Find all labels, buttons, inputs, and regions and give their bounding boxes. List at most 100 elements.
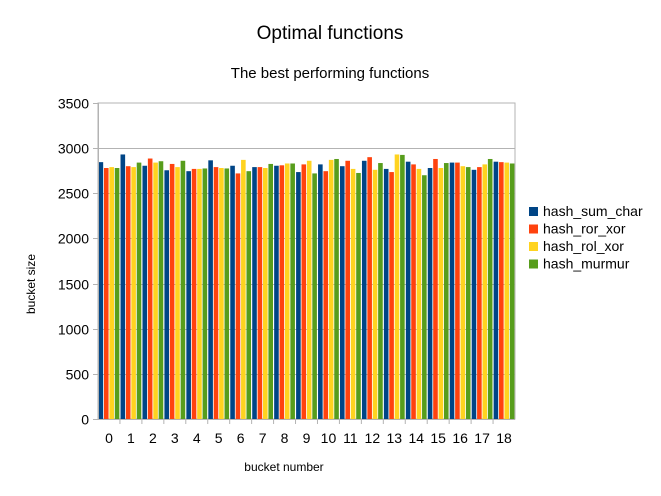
bar-hash_murmur-6 — [246, 171, 252, 419]
bar-hash_sum_char-9 — [296, 172, 301, 419]
chart-subtitle: The best performing functions — [231, 65, 429, 82]
bar-hash_rol_xor-5 — [219, 168, 224, 419]
bar-hash_rol_xor-0 — [109, 167, 114, 419]
x-tick-label: 8 — [281, 430, 289, 446]
x-tick-label: 18 — [496, 430, 512, 446]
bar-hash_sum_char-7 — [252, 167, 257, 419]
x-tick-label: 3 — [171, 430, 179, 446]
y-tick-label: 3500 — [58, 96, 89, 112]
bar-hash_murmur-3 — [180, 160, 186, 419]
x-tick-label: 15 — [430, 430, 446, 446]
legend-swatch-hash_ror_xor — [529, 224, 538, 234]
x-tick-label: 17 — [474, 430, 490, 446]
y-tick-label: 0 — [81, 412, 89, 428]
bar-hash_sum_char-4 — [186, 171, 191, 419]
y-axis-label: bucket size — [24, 254, 38, 314]
bar-hash_ror_xor-9 — [301, 164, 307, 419]
bar-hash_ror_xor-11 — [345, 160, 350, 419]
bar-hash_ror_xor-15 — [433, 158, 438, 420]
bar-hash_ror_xor-6 — [235, 173, 241, 419]
x-tick-label: 7 — [259, 430, 267, 446]
bar-hash_rol_xor-11 — [350, 168, 356, 419]
y-tick-label: 1500 — [58, 277, 89, 293]
bar-hash_sum_char-0 — [98, 162, 104, 419]
bar-hash_murmur-5 — [224, 168, 230, 419]
bar-hash_ror_xor-18 — [499, 162, 504, 419]
bar-hash_sum_char-1 — [120, 154, 126, 419]
x-tick-label: 1 — [127, 430, 135, 446]
bar-hash_murmur-10 — [334, 158, 339, 420]
bar-hash_murmur-16 — [465, 167, 471, 419]
bar-hash_ror_xor-4 — [191, 168, 197, 419]
y-tick-label: 2000 — [58, 231, 89, 247]
bar-hash_rol_xor-14 — [416, 168, 422, 419]
bar-hash_murmur-2 — [158, 161, 164, 420]
bar-hash_murmur-9 — [312, 173, 317, 419]
legend-label-hash_ror_xor: hash_ror_xor — [543, 221, 626, 237]
bar-hash_rol_xor-12 — [372, 169, 378, 419]
bar-hash_murmur-11 — [356, 172, 361, 419]
x-tick-label: 16 — [452, 430, 468, 446]
bar-hash_ror_xor-10 — [323, 171, 329, 419]
bar-hash_rol_xor-16 — [460, 166, 466, 419]
bar-hash_ror_xor-3 — [169, 163, 175, 419]
bar-hash_ror_xor-17 — [477, 167, 482, 419]
bar-hash_sum_char-2 — [142, 165, 148, 419]
chart-title: Optimal functions — [257, 23, 404, 44]
bar-hash_murmur-1 — [136, 162, 142, 419]
bar-hash_murmur-4 — [202, 168, 208, 419]
bar-hash_sum_char-3 — [164, 170, 170, 419]
bar-hash_ror_xor-14 — [411, 164, 416, 419]
bar-hash_ror_xor-0 — [103, 168, 109, 419]
bar-hash_sum_char-17 — [471, 169, 477, 419]
bar-hash_rol_xor-10 — [328, 159, 334, 419]
bar-hash_rol_xor-17 — [482, 164, 488, 419]
x-tick-label: 0 — [105, 430, 113, 446]
bar-hash_sum_char-14 — [405, 161, 411, 419]
bar-hash_sum_char-8 — [274, 165, 279, 419]
bar-hash_ror_xor-12 — [367, 157, 372, 420]
bar-hash_ror_xor-5 — [213, 167, 219, 419]
legend: hash_sum_char hash_ror_xorhash_rol_xorhas… — [529, 203, 643, 272]
bar-hash_ror_xor-16 — [455, 162, 460, 419]
bar-hash_murmur-12 — [378, 163, 383, 419]
bar-hash_sum_char-18 — [493, 161, 499, 419]
bar-hash_ror_xor-2 — [147, 158, 153, 419]
bar-hash_murmur-0 — [114, 168, 120, 419]
y-tick-label: 1000 — [58, 322, 89, 338]
bar-hash_sum_char-13 — [383, 168, 389, 419]
bar-hash_sum_char-16 — [449, 162, 455, 419]
bar-hash_murmur-15 — [443, 163, 449, 419]
y-tick-label: 500 — [66, 367, 90, 383]
bar-hash_rol_xor-8 — [284, 163, 290, 419]
x-axis-label: bucket number — [244, 460, 323, 474]
bar-hash_sum_char-15 — [427, 168, 433, 419]
legend-swatch-hash_sum_char — [529, 207, 538, 216]
bar-hash_rol_xor-13 — [394, 154, 400, 419]
x-tick-label: 4 — [193, 430, 201, 446]
bar-hash_rol_xor-15 — [438, 168, 444, 419]
bar-hash_sum_char-6 — [230, 165, 235, 419]
bar-hash_murmur-14 — [422, 175, 427, 419]
bar-hash_rol_xor-3 — [175, 167, 180, 419]
legend-swatch-hash_murmur — [529, 259, 538, 269]
legend-label-hash_rol_xor: hash_rol_xor — [543, 238, 624, 254]
x-tick-label: 11 — [343, 430, 358, 446]
bar-hash_rol_xor-1 — [131, 167, 136, 419]
bar-hash_rol_xor-18 — [504, 162, 510, 419]
bar-hash_rol_xor-4 — [197, 168, 202, 419]
bar-hash_rol_xor-9 — [306, 160, 312, 419]
x-tick-label: 10 — [321, 430, 337, 446]
bar-hash_rol_xor-6 — [241, 159, 246, 419]
x-tick-label: 9 — [303, 430, 311, 446]
legend-label-hash_sum_char: hash_sum_char — [543, 203, 643, 219]
bar-hash_murmur-18 — [509, 163, 515, 419]
bar-hash_murmur-8 — [290, 163, 295, 419]
x-tick-label: 5 — [215, 430, 223, 446]
y-tick-label: 3000 — [58, 141, 89, 157]
x-tick-label: 13 — [387, 430, 403, 446]
bar-hash_rol_xor-2 — [153, 162, 158, 419]
bar-hash_sum_char-5 — [208, 160, 213, 419]
legend-swatch-hash_rol_xor — [529, 242, 538, 251]
